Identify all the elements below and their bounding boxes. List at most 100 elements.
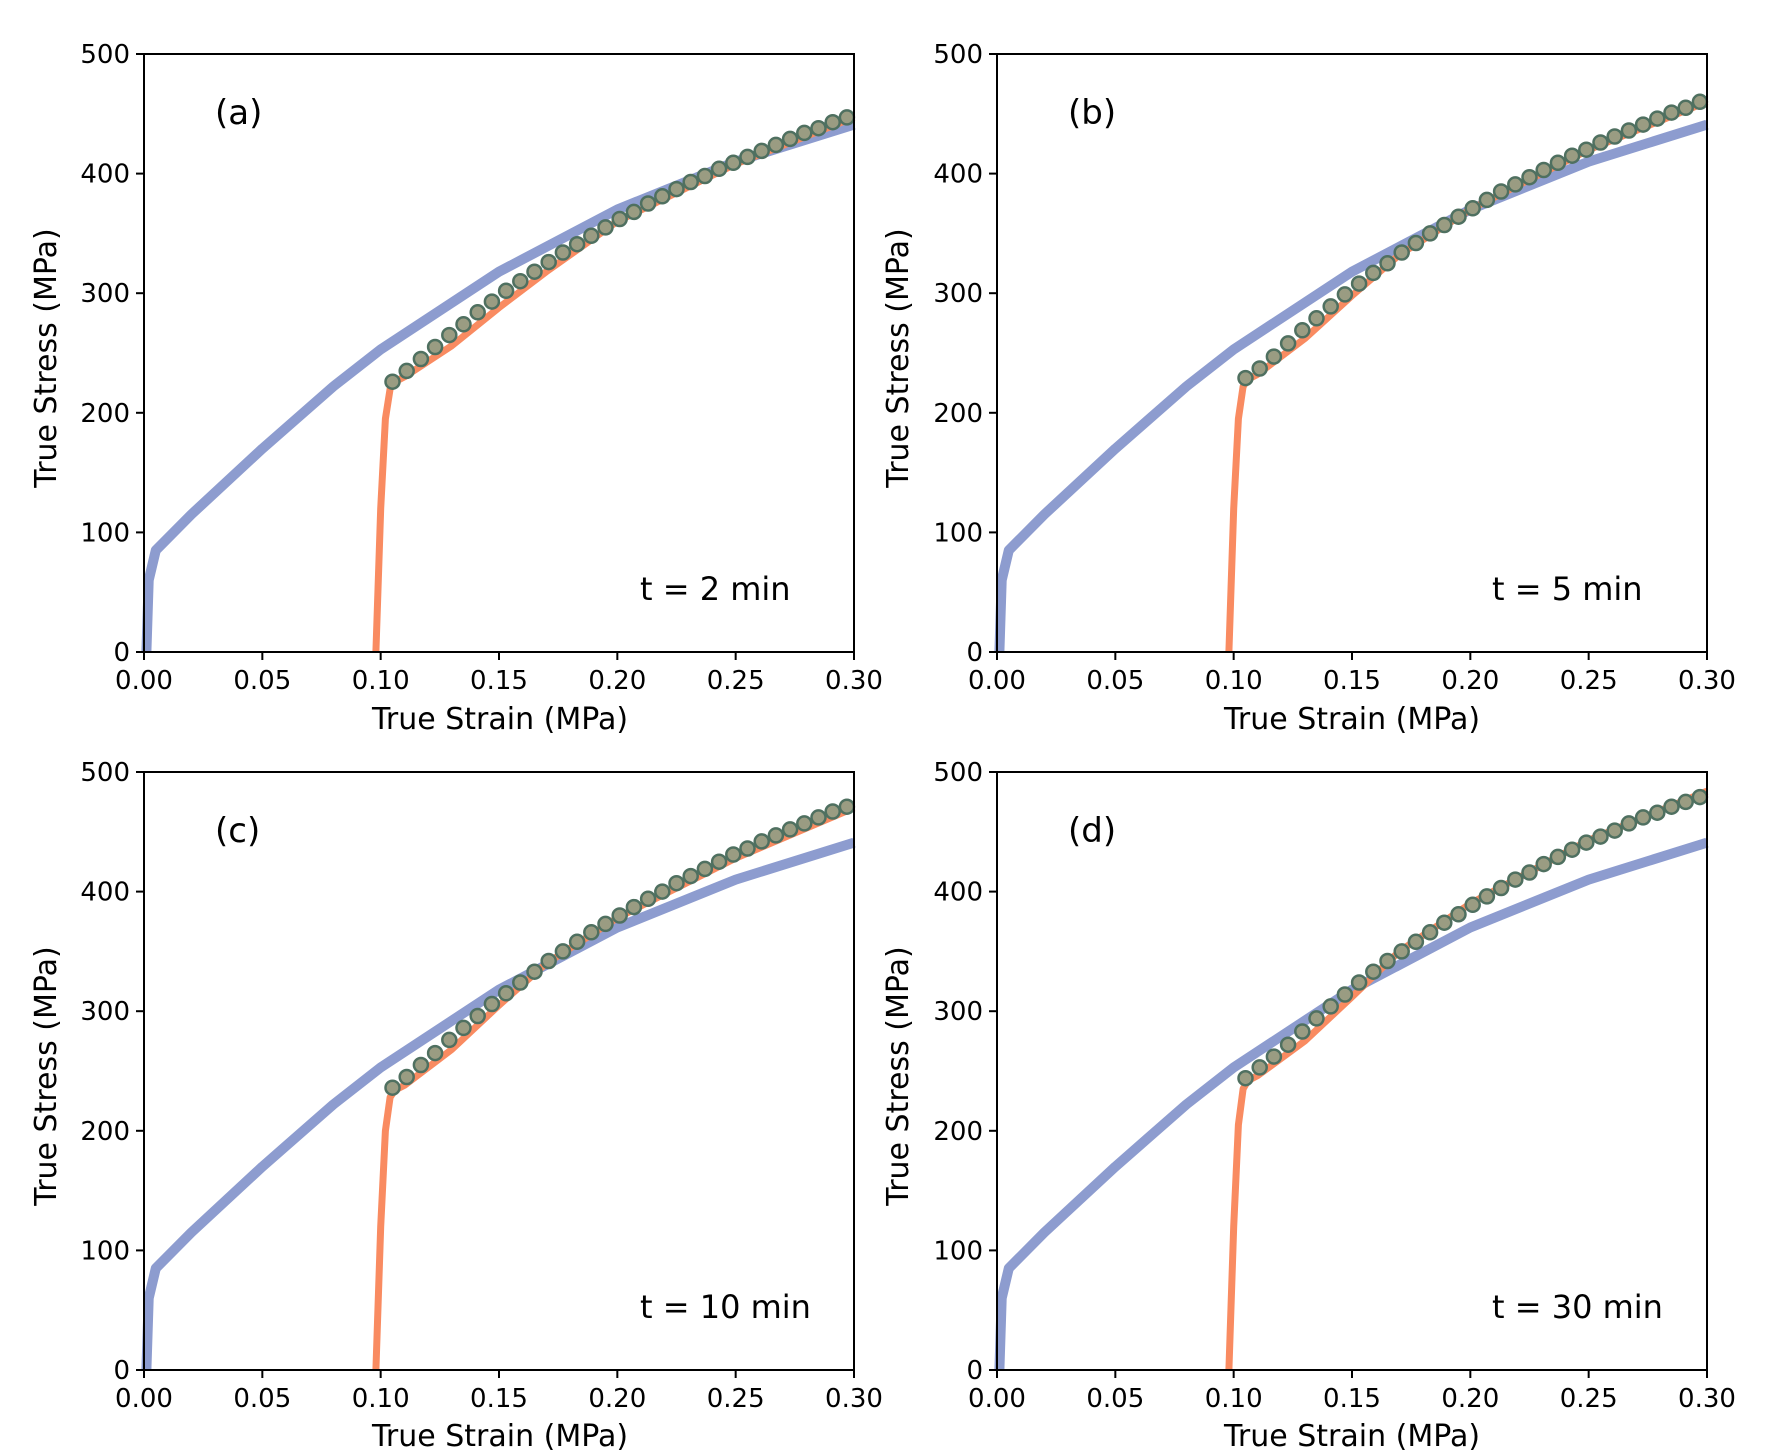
data-point [1350,974,1368,991]
data-point [1492,183,1510,200]
data-point [696,860,714,878]
data-point [1507,871,1524,888]
series-fit-line [372,804,856,1371]
data-point [526,963,543,980]
data-point [739,148,756,166]
data-point [1308,1010,1325,1027]
y-tick-label: 400 [933,878,983,908]
data-point [1251,1059,1268,1076]
data-point [1592,828,1609,845]
data-point [1521,168,1538,186]
y-tick-label: 400 [80,878,130,908]
data-point [469,304,486,321]
data-point [1620,815,1638,832]
plot-area-d: 0.00 0.05 0.10 0.15 0.20 0.25 0.30 0 100 200 300 40… [933,758,1736,1414]
x-tick-label: 0.20 [588,666,646,696]
time-annotation: t = 2 min [640,570,791,608]
y-tick-label: 200 [933,1117,983,1147]
data-point [512,974,529,991]
data-point [1379,952,1396,970]
data-point [540,952,557,970]
x-tick-label: 0.10 [352,666,410,696]
x-tick-label: 0.00 [115,666,173,696]
data-point [753,833,770,850]
data-point [1336,986,1354,1003]
y-tick-label: 100 [80,518,130,548]
data-point [1649,110,1666,127]
y-axis-label: True Stress (MPa) [881,228,916,488]
data-point [1237,369,1254,387]
data-point [426,338,444,356]
y-tick-label: 500 [933,758,983,788]
data-point [639,195,657,212]
data-point [1279,335,1297,352]
data-point [1478,191,1496,209]
x-tick-label: 0.20 [1441,1384,1499,1414]
data-point [1365,264,1382,282]
x-tick-label: 0.25 [707,666,765,696]
y-tick-label: 500 [933,40,983,70]
data-point [455,316,472,333]
annotations-d: (d) t = 30 min True Strain (MPa) True St… [881,811,1663,1452]
series-data [1237,93,1709,387]
x-tick-label: 0.15 [1323,1384,1381,1414]
data-point [384,1079,401,1096]
data-point [682,173,699,191]
annotations-a: (a) t = 2 min True Strain (MPa) True Str… [29,93,791,737]
data-point [767,827,785,844]
data-point [1663,104,1680,121]
panel-a: 0.00 0.05 0.10 0.15 0.20 0.25 0.30 0 100 200 300 40… [29,40,883,737]
data-point [469,1007,486,1025]
series-data [384,798,856,1096]
data-point [611,907,628,924]
panel-d: 0.00 0.05 0.10 0.15 0.20 0.25 0.30 0 100 200 300 40… [881,758,1736,1452]
y-tick-label: 200 [80,1117,130,1147]
y-tick-label: 100 [933,518,983,548]
data-point [1478,888,1496,905]
data-point [1294,322,1311,339]
data-point [1322,998,1339,1015]
data-point [597,915,614,933]
series-fit-line [1225,787,1709,1371]
y-tick-label: 300 [933,279,983,309]
data-point [1279,1036,1297,1053]
data-point [1393,943,1410,960]
data-point [512,272,529,290]
x-tick-label: 0.15 [470,666,528,696]
x-tick-label: 0.05 [1086,1384,1144,1414]
data-point [597,219,614,236]
y-tick-label: 100 [80,1236,130,1266]
data-point [540,253,557,271]
data-point [1677,99,1694,117]
data-point [398,1068,415,1086]
data-point [810,809,827,826]
data-point [668,874,685,892]
annotations-b: (b) t = 5 min True Strain (MPa) True Str… [881,93,1643,737]
panel-label: (c) [215,811,260,851]
y-tick-label: 0 [966,1356,983,1386]
data-point [824,803,841,820]
data-point [654,883,671,900]
x-axis-label: True Strain (MPa) [371,702,628,737]
plot-area-c: 0.00 0.05 0.10 0.15 0.20 0.25 0.30 0 100 200 300 40… [80,758,883,1414]
data-point [838,109,856,126]
x-tick-label: 0.10 [1205,1384,1263,1414]
series-reference-line [994,119,1709,653]
data-point [1421,225,1439,242]
data-point [483,995,501,1013]
data-point [1620,122,1638,139]
x-axis-label: True Strain (MPa) [1223,702,1480,737]
data-point [1535,855,1552,873]
data-point [1294,1023,1311,1040]
y-tick-label: 0 [966,638,983,668]
x-tick-label: 0.00 [968,666,1026,696]
data-point [710,160,728,178]
data-point [639,890,657,908]
x-tick-label: 0.30 [1678,666,1736,696]
data-point [696,167,714,185]
data-point [1464,896,1481,914]
data-point [1265,1048,1283,1065]
x-tick-label: 0.00 [968,1384,1026,1414]
y-tick-label: 300 [933,997,983,1027]
